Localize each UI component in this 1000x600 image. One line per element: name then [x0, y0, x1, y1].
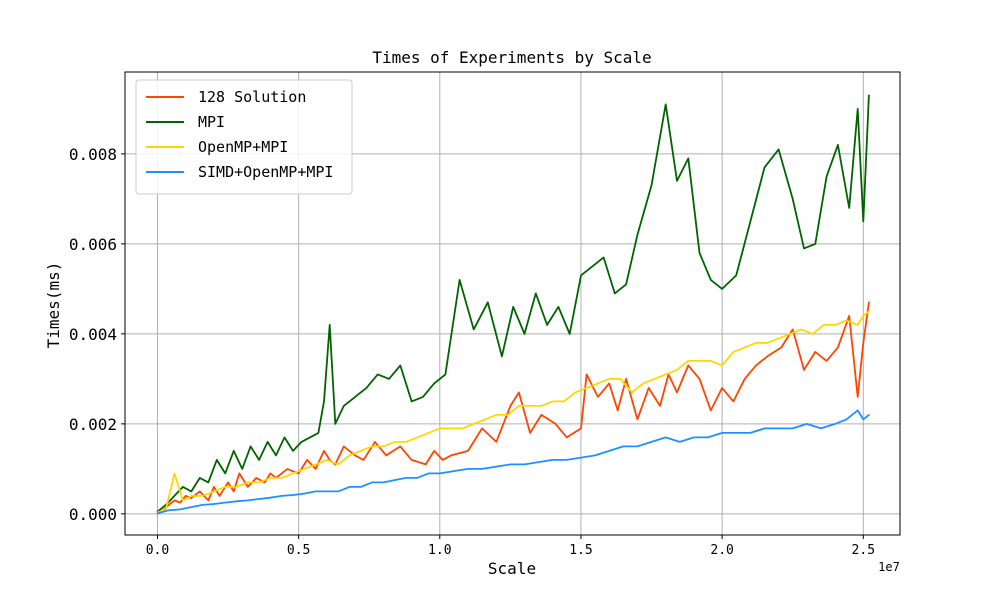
x-axis-title: Scale [488, 559, 536, 578]
legend-label: 128 Solution [198, 88, 306, 106]
plot-frame [124, 71, 901, 536]
legend-label: SIMD+OpenMP+MPI [198, 163, 333, 181]
series-layer [156, 94, 870, 515]
chart-title: Times of Experiments by Scale [372, 48, 651, 67]
legend-box [135, 79, 353, 195]
y-tick-label: 0.006 [69, 235, 117, 254]
y-tick-label: 0.008 [69, 145, 117, 164]
series-line-2 [156, 310, 870, 514]
y-tick-label: 0.004 [69, 325, 117, 344]
x-tick-label: 2.5 [852, 543, 875, 558]
x-tick-label: 1.0 [428, 543, 451, 558]
legend-label: MPI [198, 113, 225, 131]
x-tick-label: 0.5 [287, 543, 310, 558]
y-tick-label: 0.000 [69, 505, 117, 524]
legend-label: OpenMP+MPI [198, 138, 288, 156]
grid [125, 72, 900, 535]
series-line-3 [156, 409, 870, 515]
x-tick-label: 0.0 [146, 543, 169, 558]
series-line-0 [156, 301, 870, 514]
x-tick-label: 1.5 [569, 543, 592, 558]
legend: 128 Solution MPI OpenMP+MPI SIMD+OpenMP+MPI [135, 79, 353, 195]
x-offset-label: 1e7 [878, 560, 900, 574]
series-line-1 [156, 94, 870, 513]
ticks: 0.0 0.5 1.0 1.5 2.0 2.5 0.000 0.002 0.004 0.006 0.… [69, 145, 875, 558]
x-tick-label: 2.0 [710, 543, 733, 558]
y-axis-title: Times(ms) [44, 262, 63, 349]
y-tick-label: 0.002 [69, 415, 117, 434]
